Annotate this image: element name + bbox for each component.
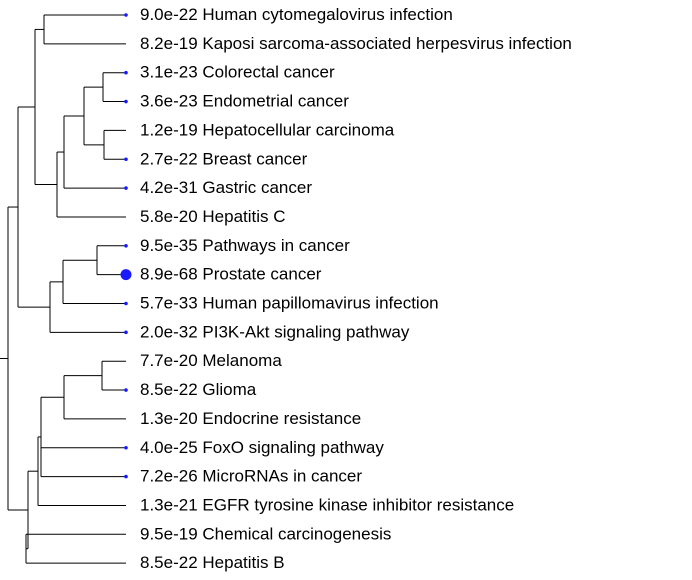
leaf-pvalue: 9.5e-35 bbox=[140, 236, 198, 255]
leaf-term: Hepatocellular carcinoma bbox=[198, 121, 395, 140]
leaf-label-hepc: 5.8e-20 Hepatitis C bbox=[140, 207, 286, 226]
leaf-label-hcmv: 9.0e-22 Human cytomegalovirus infection bbox=[140, 5, 453, 24]
leaf-label-glioma: 8.5e-22 Glioma bbox=[140, 381, 257, 400]
leaf-pvalue: 8.9e-68 bbox=[140, 265, 198, 284]
leaf-label-endocrine: 1.3e-20 Endocrine resistance bbox=[140, 409, 361, 428]
leaf-pvalue: 7.7e-20 bbox=[140, 352, 198, 371]
leaf-pvalue: 3.1e-23 bbox=[140, 63, 198, 82]
leaf-dot-pathways bbox=[124, 244, 128, 248]
leaf-pvalue: 8.2e-19 bbox=[140, 34, 198, 53]
leaf-pvalue: 7.2e-26 bbox=[140, 467, 198, 486]
leaf-pvalue: 8.5e-22 bbox=[140, 554, 198, 573]
leaf-term: Endometrial cancer bbox=[198, 92, 350, 111]
leaf-pvalue: 5.8e-20 bbox=[140, 207, 198, 226]
leaf-label-prostate: 8.9e-68 Prostate cancer bbox=[140, 265, 322, 284]
leaf-term: PI3K-Akt signaling pathway bbox=[198, 323, 410, 342]
leaf-term: Gastric cancer bbox=[198, 179, 313, 198]
leaf-pvalue: 4.0e-25 bbox=[140, 438, 198, 457]
leaf-pvalue: 1.3e-20 bbox=[140, 409, 198, 428]
leaf-dot-hcmv bbox=[124, 13, 128, 17]
leaf-term: Prostate cancer bbox=[198, 265, 322, 284]
leaf-label-hpv: 5.7e-33 Human papillomavirus infection bbox=[140, 294, 439, 313]
leaf-label-melanoma: 7.7e-20 Melanoma bbox=[140, 352, 282, 371]
leaf-pvalue: 1.2e-19 bbox=[140, 121, 198, 140]
leaf-dot-gastric bbox=[124, 186, 128, 190]
leaf-label-microrna: 7.2e-26 MicroRNAs in cancer bbox=[140, 467, 362, 486]
leaf-term: Melanoma bbox=[198, 352, 283, 371]
leaf-label-foxo: 4.0e-25 FoxO signaling pathway bbox=[140, 438, 384, 457]
leaf-pvalue: 2.0e-32 bbox=[140, 323, 198, 342]
leaf-term: Colorectal cancer bbox=[198, 63, 335, 82]
leaf-term: Kaposi sarcoma-associated herpesvirus in… bbox=[198, 34, 572, 53]
leaf-pvalue: 3.6e-23 bbox=[140, 92, 198, 111]
leaf-term: Hepatitis C bbox=[198, 207, 286, 226]
leaf-label-breast: 2.7e-22 Breast cancer bbox=[140, 150, 308, 169]
leaf-term: Human cytomegalovirus infection bbox=[198, 5, 453, 24]
leaf-pvalue: 8.5e-22 bbox=[140, 381, 198, 400]
leaf-label-gastric: 4.2e-31 Gastric cancer bbox=[140, 179, 312, 198]
dendrogram-branches bbox=[0, 14, 126, 564]
leaf-dot-breast bbox=[124, 157, 128, 162]
leaf-dot-colorectal bbox=[124, 70, 128, 75]
leaf-label-chemical: 9.5e-19 Chemical carcinogenesis bbox=[140, 525, 391, 544]
leaf-dot-microrna bbox=[124, 474, 128, 479]
leaf-term: Chemical carcinogenesis bbox=[198, 525, 392, 544]
leaf-dot-foxo bbox=[124, 445, 128, 450]
leaf-labels: 9.0e-22 Human cytomegalovirus infection8… bbox=[140, 5, 572, 572]
leaf-dot-prostate bbox=[120, 269, 132, 281]
leaf-term: FoxO signaling pathway bbox=[198, 438, 385, 457]
leaf-term: Hepatitis B bbox=[198, 554, 285, 573]
leaf-term: Pathways in cancer bbox=[198, 236, 350, 255]
leaf-pvalue: 9.5e-19 bbox=[140, 525, 198, 544]
leaf-dots bbox=[120, 13, 132, 479]
leaf-label-hcc: 1.2e-19 Hepatocellular carcinoma bbox=[140, 121, 395, 140]
leaf-term: Breast cancer bbox=[198, 150, 308, 169]
leaf-pvalue: 4.2e-31 bbox=[140, 179, 198, 198]
leaf-pvalue: 1.3e-21 bbox=[140, 496, 198, 515]
leaf-dot-hpv bbox=[124, 301, 128, 306]
leaf-label-colorectal: 3.1e-23 Colorectal cancer bbox=[140, 63, 335, 82]
leaf-label-hepb: 8.5e-22 Hepatitis B bbox=[140, 554, 285, 573]
leaf-term: EGFR tyrosine kinase inhibitor resistanc… bbox=[198, 496, 515, 515]
leaf-pvalue: 9.0e-22 bbox=[140, 5, 198, 24]
leaf-label-egfr: 1.3e-21 EGFR tyrosine kinase inhibitor r… bbox=[140, 496, 514, 515]
leaf-label-pathways: 9.5e-35 Pathways in cancer bbox=[140, 236, 350, 255]
leaf-pvalue: 5.7e-33 bbox=[140, 294, 198, 313]
leaf-term: Endocrine resistance bbox=[198, 409, 361, 428]
leaf-term: Human papillomavirus infection bbox=[198, 294, 439, 313]
leaf-label-endometrial: 3.6e-23 Endometrial cancer bbox=[140, 92, 349, 111]
leaf-dot-glioma bbox=[124, 388, 128, 392]
leaf-term: MicroRNAs in cancer bbox=[198, 467, 363, 486]
leaf-label-pi3k: 2.0e-32 PI3K-Akt signaling pathway bbox=[140, 323, 410, 342]
leaf-pvalue: 2.7e-22 bbox=[140, 150, 198, 169]
leaf-dot-pi3k bbox=[124, 330, 128, 335]
leaf-label-kshv: 8.2e-19 Kaposi sarcoma-associated herpes… bbox=[140, 34, 572, 53]
leaf-dot-endometrial bbox=[124, 99, 128, 104]
leaf-term: Glioma bbox=[198, 381, 257, 400]
